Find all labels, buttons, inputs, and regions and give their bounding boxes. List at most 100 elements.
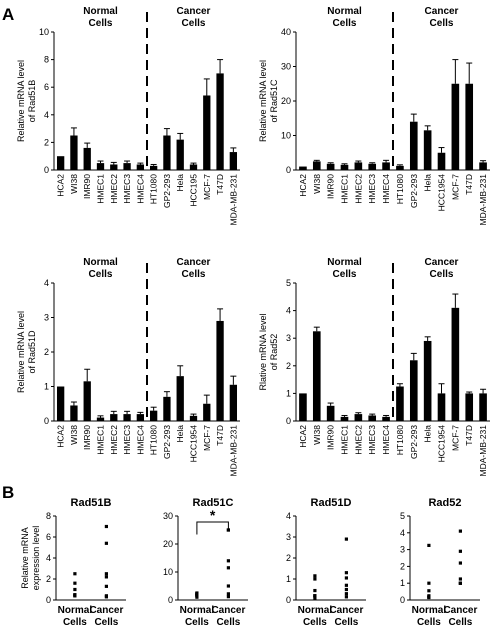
group-label: Cancer xyxy=(89,605,123,616)
bar xyxy=(149,165,158,170)
y-tick-label: 2 xyxy=(44,137,49,147)
bar xyxy=(136,164,145,170)
category-label: MDA-MB-231 xyxy=(478,174,488,226)
category-label: HMEC3 xyxy=(122,174,132,204)
group-label-cancer: Cells xyxy=(430,269,454,280)
data-point xyxy=(458,581,462,585)
bar xyxy=(56,386,65,421)
chart-title: Rad51B xyxy=(71,497,112,509)
category-label: HCA2 xyxy=(298,174,308,197)
y-axis-label: Relative mRNA levelof Rad51B xyxy=(16,60,37,142)
group-label: Normal xyxy=(412,605,447,616)
group-label: Cells xyxy=(63,617,87,628)
group-label: Cells xyxy=(185,617,209,628)
category-label: IMR90 xyxy=(326,174,336,199)
bar xyxy=(396,386,404,421)
y-tick-label: 4 xyxy=(286,306,291,316)
bar xyxy=(423,340,432,421)
category-label: Hela xyxy=(175,425,185,443)
bar xyxy=(437,393,446,421)
category-label: IMR90 xyxy=(82,174,92,199)
bar xyxy=(83,381,91,421)
group-label: Cells xyxy=(417,617,441,628)
bar xyxy=(409,360,418,421)
y-tick-label: 0 xyxy=(286,595,291,605)
chart-1: 0 10 20 30 40 Relative mRNA levelof Rad51C Nor… xyxy=(258,6,490,225)
bar xyxy=(312,161,321,170)
group-label-normal: Normal xyxy=(327,257,362,268)
group-label-normal: Normal xyxy=(83,6,118,17)
panel-label-a: A xyxy=(2,5,14,24)
bar xyxy=(382,416,390,421)
group-label-cancer: Cancer xyxy=(177,6,211,17)
data-point xyxy=(458,577,462,581)
bar xyxy=(299,166,307,170)
chart-title: Rad52 xyxy=(428,497,461,509)
category-label: MDA-MB-231 xyxy=(228,425,238,477)
category-label: HMEC4 xyxy=(381,174,391,204)
bar xyxy=(368,163,377,170)
y-tick-label: 3 xyxy=(286,333,291,343)
data-point xyxy=(73,594,77,598)
bar xyxy=(83,147,91,170)
bar xyxy=(110,414,118,421)
category-label: HMEC2 xyxy=(109,174,119,204)
group-label-normal: Cells xyxy=(89,18,113,29)
y-tick-label: 40 xyxy=(281,27,291,37)
data-point xyxy=(344,587,348,592)
y-tick-label: 1 xyxy=(44,382,49,392)
group-label-normal: Normal xyxy=(83,257,118,268)
data-point xyxy=(104,594,108,598)
significance-bracket xyxy=(196,521,229,535)
bar xyxy=(451,307,460,421)
y-tick-label: 3 xyxy=(286,532,291,542)
group-label-cancer: Cells xyxy=(182,269,206,280)
category-label: HCA2 xyxy=(56,174,66,197)
data-point xyxy=(104,524,108,529)
category-label: HMEC4 xyxy=(381,425,391,455)
category-label: HCC1954 xyxy=(437,174,447,212)
group-label: Cells xyxy=(94,617,118,628)
data-point xyxy=(313,594,317,598)
data-point xyxy=(313,596,317,600)
y-tick-label: 5 xyxy=(286,278,291,288)
data-point xyxy=(104,572,108,576)
significance-marker: * xyxy=(210,507,216,523)
y-tick-label: 0 xyxy=(286,165,291,175)
bar xyxy=(110,164,118,170)
y-tick-label: 0 xyxy=(46,595,51,605)
data-point xyxy=(313,574,317,578)
category-label: T47D xyxy=(464,425,474,446)
bar xyxy=(189,164,198,170)
y-tick-label: 4 xyxy=(44,278,49,288)
category-label: MCF-7 xyxy=(450,425,460,451)
chart-title: Rad51D xyxy=(311,497,352,509)
bar xyxy=(396,165,404,170)
y-tick-label: 1 xyxy=(286,574,291,584)
y-tick-label: 2 xyxy=(44,347,49,357)
category-label: HMEC4 xyxy=(135,425,145,455)
group-label-cancer: Cancer xyxy=(425,6,459,17)
bar xyxy=(340,164,349,170)
data-point xyxy=(73,581,77,585)
group-label: Cells xyxy=(448,617,472,628)
group-label-normal: Cells xyxy=(333,269,357,280)
bar xyxy=(176,376,184,421)
bar xyxy=(465,393,474,421)
group-label: Cells xyxy=(216,617,240,628)
data-point xyxy=(226,566,230,570)
y-tick-label: 20 xyxy=(281,96,291,106)
y-tick-label: 0 xyxy=(44,416,49,426)
y-tick-label: 30 xyxy=(281,62,291,72)
y-tick-label: 0 xyxy=(44,165,49,175)
category-label: Hela xyxy=(423,174,433,192)
y-tick-label: 10 xyxy=(281,131,291,141)
bar xyxy=(354,414,363,421)
category-label: HMEC1 xyxy=(96,425,106,455)
bar xyxy=(189,415,198,421)
category-label: HMEC1 xyxy=(340,425,350,455)
